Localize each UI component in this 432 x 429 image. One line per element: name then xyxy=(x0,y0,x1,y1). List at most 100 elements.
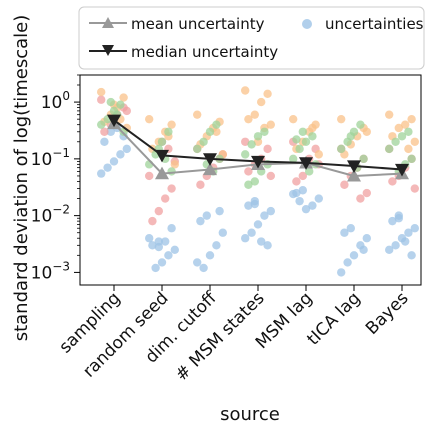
uncertainty-point xyxy=(154,206,163,216)
uncertainty-point xyxy=(100,127,109,136)
uncertainty-point xyxy=(263,89,272,98)
uncertainty-point xyxy=(196,180,205,189)
median-marker xyxy=(299,157,313,170)
uncertainty-point xyxy=(193,110,202,119)
legend: mean uncertainty median uncertainty unce… xyxy=(78,6,425,70)
uncertainty-point xyxy=(388,216,397,226)
uncertainty-point xyxy=(410,184,419,193)
uncertainty-point xyxy=(167,120,176,129)
uncertainty-point xyxy=(97,120,106,129)
uncertainty-point xyxy=(295,196,304,206)
uncertainty-point xyxy=(97,87,106,97)
uncertainty-point xyxy=(394,123,403,133)
x-tick-label: tICA lag xyxy=(303,288,364,349)
uncertainty-point xyxy=(164,251,173,260)
uncertainty-point xyxy=(394,214,403,223)
uncertainty-point xyxy=(154,242,163,252)
y-tick-label: 100 xyxy=(41,89,70,113)
uncertainty-point xyxy=(157,137,167,146)
uncertainty-point xyxy=(404,127,413,136)
uncertainty-point xyxy=(308,132,317,141)
uncertainty-point xyxy=(356,120,365,129)
uncertainty-point xyxy=(257,97,266,107)
uncertainty-point xyxy=(305,167,314,176)
uncertainty-point xyxy=(241,86,250,95)
uncertainty-point xyxy=(148,216,157,226)
uncertainty-point xyxy=(388,177,397,186)
plot-area xyxy=(79,74,422,286)
uncertainty-point xyxy=(199,137,208,146)
uncertainty-point xyxy=(397,132,407,141)
uncertainty-point xyxy=(241,150,250,159)
uncertainty-point xyxy=(145,171,154,181)
uncertainty-point xyxy=(298,171,307,181)
uncertainty-point xyxy=(161,194,170,203)
uncertainty-point xyxy=(404,228,413,237)
uncertainty-point xyxy=(292,177,301,186)
legend-uncertainties-marker xyxy=(302,19,312,29)
uncertainty-point xyxy=(314,194,323,203)
uncertainty-point xyxy=(119,93,128,102)
uncertainty-point xyxy=(244,180,253,189)
uncertainty-point xyxy=(289,189,298,199)
legend-mean-marker xyxy=(102,17,114,28)
uncertainty-point xyxy=(161,237,170,246)
uncertainty-point xyxy=(167,224,176,233)
uncertainty-point xyxy=(116,150,125,159)
uncertainty-point xyxy=(337,114,346,124)
uncertainty-point xyxy=(212,241,221,250)
uncertainty-point xyxy=(205,251,215,260)
uncertainty-point xyxy=(100,137,109,146)
legend-median-label: median uncertainty xyxy=(131,43,278,61)
y-axis-label: standard deviation of log(timescale) xyxy=(11,15,32,342)
uncertainty-point xyxy=(295,144,304,154)
uncertainty-point xyxy=(109,157,119,166)
uncertainty-point xyxy=(385,110,394,119)
uncertainty-point xyxy=(244,167,253,176)
uncertainty-point xyxy=(145,234,154,243)
uncertainty-point xyxy=(97,169,106,178)
uncertainty-point xyxy=(253,132,263,141)
uncertainty-point xyxy=(404,144,413,154)
uncertainty-point xyxy=(349,251,359,260)
uncertainty-point xyxy=(263,241,272,250)
y-axis: 100 10−1 10−2 10−3 xyxy=(31,74,80,283)
legend-median-marker xyxy=(102,45,114,56)
y-tick-label: 10−1 xyxy=(31,146,70,170)
uncertainty-point xyxy=(250,199,259,209)
uncertainty-point xyxy=(257,237,266,246)
uncertainty-point xyxy=(410,137,419,146)
uncertainty-point xyxy=(298,127,307,136)
uncertainty-point xyxy=(170,160,179,169)
uncertainty-point xyxy=(212,127,221,136)
uncertainty-point xyxy=(298,186,307,195)
uncertainty-point xyxy=(385,245,394,255)
uncertainty-point xyxy=(407,251,416,260)
median-marker xyxy=(347,160,361,173)
uncertainty-point xyxy=(340,228,349,237)
uncertainty-point xyxy=(202,211,211,220)
mean-marker xyxy=(347,168,361,182)
uncertainty-point xyxy=(301,204,311,214)
uncertainty-point xyxy=(385,144,394,154)
uncertainty-point xyxy=(103,163,112,172)
uncertainty-point xyxy=(362,234,371,243)
uncertainty-point xyxy=(346,224,355,233)
uncertainty-point xyxy=(308,201,317,210)
uncertainty-point xyxy=(410,224,419,233)
uncertainty-point xyxy=(263,144,272,154)
uncertainty-point xyxy=(343,258,352,267)
uncertainty-point xyxy=(337,144,346,154)
uncertainty-point xyxy=(196,216,205,226)
uncertainty-point xyxy=(247,140,256,149)
uncertainty-point xyxy=(151,263,160,273)
y-tick-label: 10−2 xyxy=(31,203,70,227)
median-marker xyxy=(155,149,169,163)
mean-marker xyxy=(155,166,169,180)
median-marker xyxy=(395,163,409,177)
median-marker xyxy=(107,114,121,128)
uncertainty-point xyxy=(250,177,259,186)
uncertainty-point xyxy=(292,135,301,144)
legend-frame xyxy=(78,6,425,70)
